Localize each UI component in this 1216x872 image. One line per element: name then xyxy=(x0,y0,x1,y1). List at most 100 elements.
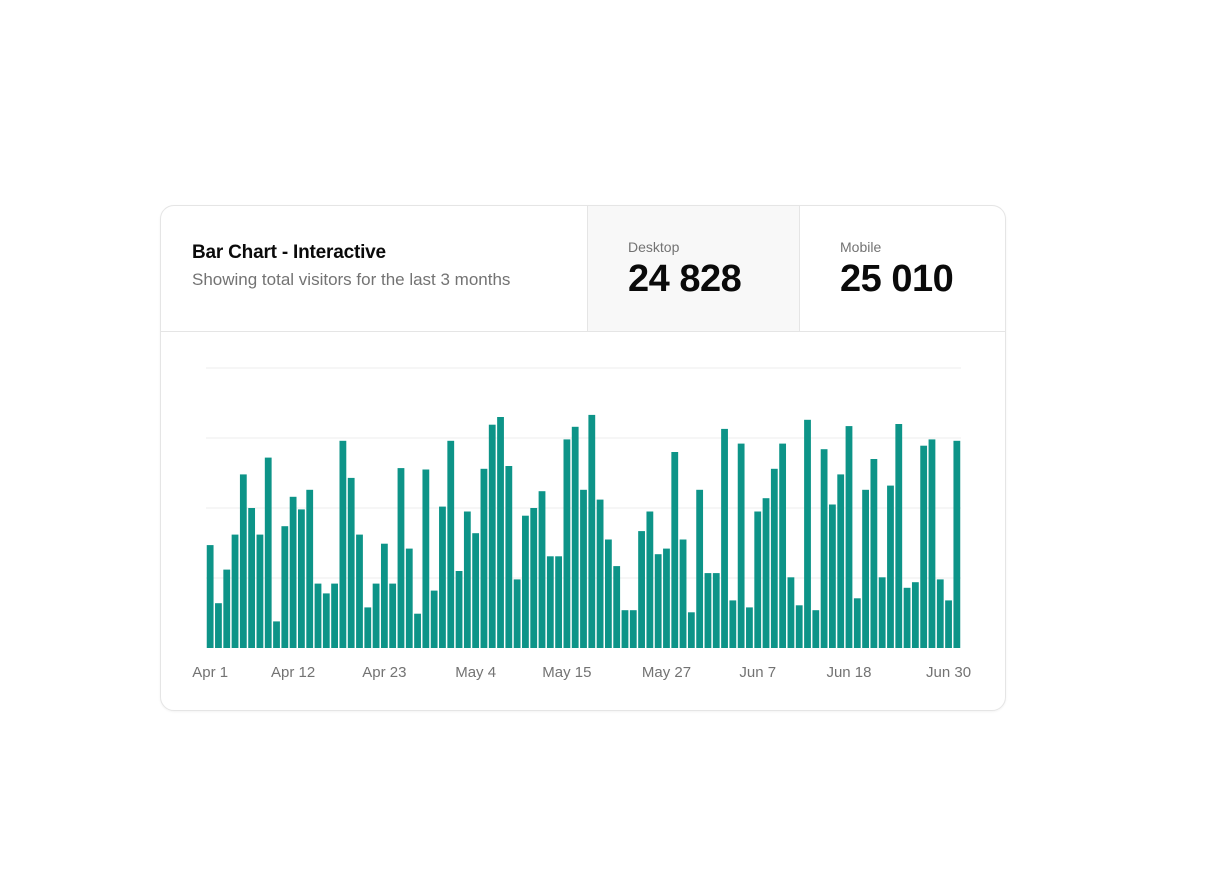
bar-may-12[interactable] xyxy=(546,556,554,648)
bar-may-7[interactable] xyxy=(505,466,513,648)
bar-jun-22[interactable] xyxy=(887,485,894,648)
bar-may-15[interactable] xyxy=(571,426,579,648)
bar-may-6[interactable] xyxy=(497,417,504,648)
bar-apr-6[interactable] xyxy=(248,508,256,648)
bar-may-29[interactable] xyxy=(687,612,695,648)
bar-jun-4[interactable] xyxy=(737,443,745,648)
bar-jun-7[interactable] xyxy=(762,498,770,648)
bar-may-9[interactable] xyxy=(522,515,529,648)
desktop-stat-toggle[interactable]: Desktop 24 828 xyxy=(587,206,800,331)
bar-apr-22[interactable] xyxy=(380,543,388,648)
bar-may-1[interactable] xyxy=(455,571,463,648)
title-block: Bar Chart - Interactive Showing total vi… xyxy=(192,240,510,291)
bar-jun-10[interactable] xyxy=(787,577,795,648)
bar-may-26[interactable] xyxy=(663,548,670,648)
bar-jun-27[interactable] xyxy=(928,439,936,648)
bar-apr-12[interactable] xyxy=(298,509,305,648)
bar-jun-16[interactable] xyxy=(837,474,845,648)
bar-apr-2[interactable] xyxy=(215,603,222,648)
bar-jun-1[interactable] xyxy=(712,573,720,648)
bar-apr-23[interactable] xyxy=(389,583,397,648)
bar-jun-29[interactable] xyxy=(945,600,952,648)
bar-jun-9[interactable] xyxy=(779,443,787,648)
bar-apr-8[interactable] xyxy=(264,457,272,648)
bar-jun-15[interactable] xyxy=(829,504,836,649)
bar-may-14[interactable] xyxy=(563,439,571,648)
bar-may-22[interactable] xyxy=(629,610,637,648)
bar-may-24[interactable] xyxy=(646,511,654,649)
bar-jun-3[interactable] xyxy=(729,600,737,648)
bar-jun-12[interactable] xyxy=(804,419,811,648)
mobile-stat-label: Mobile xyxy=(840,239,882,255)
bar-may-3[interactable] xyxy=(472,533,480,648)
bar-may-10[interactable] xyxy=(530,508,538,648)
bar-apr-13[interactable] xyxy=(306,489,314,648)
bar-jun-19[interactable] xyxy=(862,489,869,648)
bar-jun-13[interactable] xyxy=(812,610,820,648)
bar-jun-8[interactable] xyxy=(770,468,778,648)
bar-jun-6[interactable] xyxy=(754,511,762,649)
bar-jun-11[interactable] xyxy=(795,605,803,648)
bar-apr-5[interactable] xyxy=(239,474,247,648)
bar-chart: Apr 1 Apr 12 Apr 23 May 4 May 15 May 27 Jun 7 J… xyxy=(192,367,971,681)
bar-apr-30[interactable] xyxy=(447,440,455,648)
bar-jun-20[interactable] xyxy=(870,459,878,648)
x-tick-label: May 27 xyxy=(642,664,691,681)
bar-jun-5[interactable] xyxy=(746,607,753,648)
bar-may-28[interactable] xyxy=(679,539,687,649)
bar-may-30[interactable] xyxy=(696,489,704,648)
card-title: Bar Chart - Interactive xyxy=(192,242,386,263)
bar-apr-10[interactable] xyxy=(281,526,289,648)
bar-apr-20[interactable] xyxy=(364,607,372,648)
bar-jun-23[interactable] xyxy=(895,424,903,648)
bar-apr-19[interactable] xyxy=(356,534,363,648)
bar-may-17[interactable] xyxy=(588,414,596,648)
bar-apr-14[interactable] xyxy=(314,583,322,648)
bar-apr-15[interactable] xyxy=(322,593,330,648)
bar-apr-17[interactable] xyxy=(339,440,347,648)
bar-may-5[interactable] xyxy=(488,424,496,648)
bar-apr-28[interactable] xyxy=(430,590,438,648)
bar-apr-3[interactable] xyxy=(223,569,231,648)
bar-apr-25[interactable] xyxy=(405,548,413,648)
desktop-stat-label: Desktop xyxy=(628,239,680,255)
bar-jun-18[interactable] xyxy=(853,598,861,648)
bar-may-18[interactable] xyxy=(596,499,604,648)
bar-may-27[interactable] xyxy=(671,452,679,648)
bar-may-19[interactable] xyxy=(604,539,612,649)
bar-may-2[interactable] xyxy=(463,511,471,649)
bar-jun-24[interactable] xyxy=(903,587,911,648)
bar-apr-21[interactable] xyxy=(372,583,380,648)
bar-apr-27[interactable] xyxy=(422,469,430,649)
bar-may-31[interactable] xyxy=(704,573,712,648)
bar-apr-9[interactable] xyxy=(273,621,280,648)
bar-apr-26[interactable] xyxy=(414,613,421,648)
bar-jun-17[interactable] xyxy=(845,426,853,648)
bar-apr-11[interactable] xyxy=(289,496,297,648)
bar-jun-25[interactable] xyxy=(911,582,919,648)
bar-may-8[interactable] xyxy=(513,579,521,648)
bar-jun-28[interactable] xyxy=(936,579,944,648)
bar-apr-24[interactable] xyxy=(397,468,405,648)
bar-may-4[interactable] xyxy=(480,468,488,648)
bar-apr-16[interactable] xyxy=(331,583,338,648)
bar-may-20[interactable] xyxy=(613,566,621,648)
bar-jun-2[interactable] xyxy=(721,428,728,648)
bar-may-11[interactable] xyxy=(538,491,546,648)
bar-may-13[interactable] xyxy=(555,556,563,648)
bar-apr-18[interactable] xyxy=(347,477,355,648)
bar-jun-26[interactable] xyxy=(920,445,928,648)
bar-jun-30[interactable] xyxy=(953,440,961,648)
bars xyxy=(206,414,961,649)
bar-jun-14[interactable] xyxy=(820,449,828,648)
bar-apr-29[interactable] xyxy=(439,506,446,648)
bar-jun-21[interactable] xyxy=(878,577,886,648)
bar-may-25[interactable] xyxy=(654,554,662,648)
bar-apr-7[interactable] xyxy=(256,534,264,648)
mobile-stat-toggle[interactable]: Mobile 25 010 xyxy=(799,206,1005,331)
bar-apr-1[interactable] xyxy=(206,545,214,648)
bar-may-23[interactable] xyxy=(638,531,645,648)
bar-apr-4[interactable] xyxy=(231,534,239,648)
bar-may-21[interactable] xyxy=(621,610,629,648)
bar-may-16[interactable] xyxy=(580,489,587,648)
